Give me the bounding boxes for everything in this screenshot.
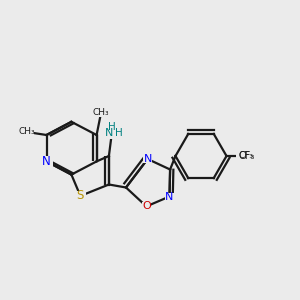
- Bar: [142, 202, 151, 211]
- Bar: [236, 152, 258, 160]
- Bar: [20, 128, 34, 136]
- Bar: [75, 191, 86, 200]
- Text: N: N: [143, 154, 152, 164]
- Text: N: N: [165, 191, 174, 202]
- Text: N: N: [42, 155, 51, 168]
- Text: CF₃: CF₃: [239, 151, 255, 161]
- Text: CF₃: CF₃: [238, 152, 253, 160]
- Text: N: N: [105, 128, 113, 138]
- Text: O: O: [142, 201, 151, 212]
- Text: S: S: [77, 189, 84, 203]
- Text: CH₃: CH₃: [93, 108, 110, 117]
- Bar: [94, 108, 108, 117]
- Text: H: H: [115, 128, 122, 138]
- Text: CH₃: CH₃: [19, 128, 35, 136]
- Bar: [241, 152, 253, 160]
- Bar: [40, 156, 52, 167]
- Bar: [165, 193, 174, 200]
- Bar: [143, 155, 152, 163]
- Bar: [103, 126, 121, 139]
- Text: H: H: [108, 122, 116, 132]
